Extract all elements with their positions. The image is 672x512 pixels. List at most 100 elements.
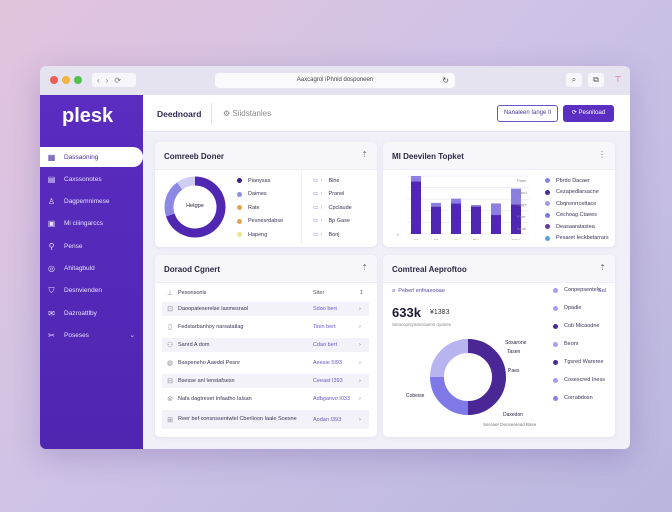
- pin-icon[interactable]: ⇡: [599, 263, 606, 272]
- chevron-right-icon[interactable]: ›: [359, 396, 361, 402]
- minimize-window-button[interactable]: [62, 76, 70, 84]
- chevron-right-icon[interactable]: ›: [359, 306, 361, 312]
- row-value: Cdao bert: [313, 342, 338, 348]
- sidebar-item[interactable]: ✂ Poseses ⌄: [40, 325, 143, 345]
- legend-icon: ▭ ↑: [313, 191, 323, 198]
- table-row[interactable]: ⊡ Daoopateserelse Iasmesraol Sdoo bert ›: [162, 302, 369, 316]
- table-row[interactable]: ▯ Fedstarbanhoy narsatatlag Tsen bert ›: [162, 320, 369, 334]
- bar[interactable]: [411, 181, 421, 234]
- filter[interactable]: ≡ Peberl enfnaeooae: [392, 288, 445, 294]
- legend-label: Cpclaude: [328, 204, 352, 211]
- bar[interactable]: [491, 215, 501, 234]
- bar[interactable]: [471, 206, 481, 234]
- legend-swatch: [553, 323, 558, 329]
- chevron-right-icon[interactable]: ›: [359, 378, 361, 384]
- donut-card: Comreeb Doner ⇡ Hetgpe Pianysas Daimes Rate…: [155, 142, 377, 247]
- sidebar-item[interactable]: ⚲ Pense: [40, 236, 143, 256]
- table-row[interactable]: ⊜ Nafa dagtreset Infaatho Ialsan Adbganvo …: [162, 392, 369, 406]
- bar[interactable]: [511, 204, 521, 234]
- table-row[interactable]: ⊟ Bsesse anl Ienstafsesn Ceeast I393 ›: [162, 374, 369, 388]
- chevron-right-icon[interactable]: ›: [359, 324, 361, 330]
- bar[interactable]: [411, 176, 421, 182]
- column-header[interactable]: Siter: [313, 290, 325, 296]
- dashboard-icon: ▦: [47, 152, 56, 162]
- card-header: Comreeb Doner ⇡: [155, 142, 377, 170]
- sidebar-item[interactable]: ♙ Dagpemnimese: [40, 192, 143, 212]
- bar[interactable]: [491, 203, 501, 216]
- bar[interactable]: [451, 203, 461, 234]
- tab-dashboard[interactable]: Deednoard: [157, 109, 202, 119]
- corner-link[interactable]: Sal: [598, 288, 606, 294]
- more-icon[interactable]: ⋮: [598, 150, 606, 159]
- legend-label: Daimes: [248, 191, 267, 198]
- donut-label: Seroaer Deosearead Base: [483, 422, 537, 427]
- sidebar-item[interactable]: ▤ Caxssonotes: [40, 169, 143, 189]
- sidebar-item[interactable]: ◎ Ahitagbuld: [40, 259, 143, 279]
- table-row[interactable]: ⊞ Reer bef consnssentwlel Cberlioon Iaale…: [162, 410, 369, 429]
- donut-chart: [430, 339, 506, 415]
- card-header: Doraod Cgnert ⇡: [155, 255, 377, 283]
- legend-label: Corrabdosn: [564, 395, 593, 401]
- search-icon[interactable]: ⌕: [566, 73, 582, 87]
- legend-label: Pesaret Ieckbetarrars: [556, 235, 609, 242]
- header: Deednoard ⚙ Siidstanles Nanaleen Iange I…: [143, 95, 630, 132]
- forward-icon[interactable]: ›: [105, 75, 109, 85]
- bar[interactable]: [511, 188, 521, 205]
- chevron-right-icon[interactable]: ›: [359, 342, 361, 348]
- filter-label: Peberl enfnaeooae: [398, 288, 445, 294]
- sidebar-item[interactable]: ▦ Dassaoning: [40, 147, 143, 167]
- table-row[interactable]: ◍ Baspeneho Aaedol Pesnr Aeesie 5I93 ›: [162, 356, 369, 370]
- chevron-right-icon[interactable]: ›: [359, 360, 361, 366]
- refresh-icon[interactable]: ⟳: [114, 75, 122, 85]
- legend-item: Rate: [237, 201, 283, 215]
- close-window-button[interactable]: [50, 76, 58, 84]
- sidebar-item[interactable]: ⛉ Desnvienden: [40, 281, 143, 301]
- card-title: Comtreal Aeproftoo: [392, 265, 467, 274]
- y-tick-label: 0: [397, 232, 400, 237]
- primary-button[interactable]: ⟳ Pesnitoad: [563, 105, 614, 122]
- sidebar-item-label: Poseses: [64, 331, 89, 339]
- axis-label: Aese: [517, 226, 527, 231]
- address-bar[interactable]: Aaxcagrol iPhnid dosponeen ↻: [215, 73, 455, 88]
- maximize-window-button[interactable]: [74, 76, 82, 84]
- table-row[interactable]: ⚇ Sanrd A dom Cdao bert ›: [162, 338, 369, 352]
- pin-icon[interactable]: ⇡: [361, 263, 368, 272]
- legend-item: Cbqnsnrrcettace: [545, 198, 609, 210]
- axis-label: Nand: [517, 190, 527, 195]
- legend-item: Pesaret Ieckbetarrars: [545, 233, 609, 245]
- row-name: Baspeneho Aaedol Pesnr: [178, 359, 241, 366]
- x-tick-label: M: [434, 238, 438, 240]
- donut-center-label: Hetgpe: [186, 203, 204, 209]
- tab-statistics-label: Siidstanles: [232, 109, 272, 118]
- sort-icon[interactable]: ↥: [359, 290, 364, 296]
- reload-icon[interactable]: ↻: [442, 76, 449, 85]
- sidebar-item[interactable]: ▣ Mi ciiingarccs: [40, 214, 143, 234]
- card-title: MI Deevilen Topket: [392, 152, 464, 161]
- calendar-icon: ▣: [47, 219, 56, 229]
- filter-icon: ≡: [392, 288, 396, 294]
- legend-label: Bonj: [328, 231, 340, 238]
- bar[interactable]: [451, 198, 461, 204]
- back-icon[interactable]: ‹: [97, 75, 100, 85]
- row-value: Ceeast I393: [313, 378, 343, 384]
- user-icon: ♙: [47, 197, 56, 207]
- sidebar-item-label: Dagpemnimese: [64, 198, 110, 206]
- legend-swatch: [553, 395, 558, 401]
- bar[interactable]: [471, 205, 481, 207]
- legend-icon: ▭ ↑: [313, 231, 323, 238]
- bar[interactable]: [431, 202, 441, 207]
- column-header[interactable]: Pesonsonis: [178, 289, 207, 296]
- tabs-icon[interactable]: ⧉: [588, 73, 604, 87]
- row-value: Adbganvo I033: [313, 396, 351, 402]
- chevron-right-icon[interactable]: ›: [359, 416, 361, 423]
- secondary-button[interactable]: Nanaleen Iange Il: [497, 105, 558, 122]
- legend-item: Cosescred Iness: [553, 376, 605, 384]
- bar[interactable]: [431, 206, 441, 234]
- legend-label: Pbrdo Dacaer: [556, 177, 590, 184]
- tab-statistics[interactable]: ⚙ Siidstanles: [223, 109, 271, 118]
- pin-icon[interactable]: ⇡: [361, 150, 368, 159]
- primary-button-label: Pesnitoad: [578, 110, 606, 116]
- sidebar-item-label: Dazroattlby: [64, 309, 97, 317]
- pin-icon[interactable]: ⊤: [614, 75, 622, 84]
- sidebar-item[interactable]: ✉ Dazroattlby: [40, 303, 143, 323]
